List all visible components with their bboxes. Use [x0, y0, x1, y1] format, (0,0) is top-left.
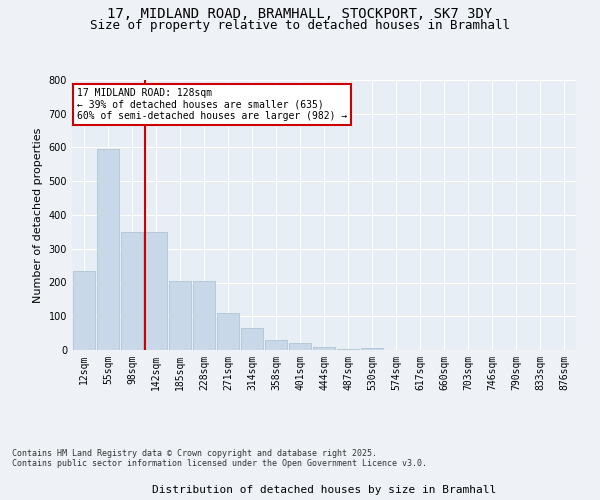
Bar [169, 281, 191, 350]
Text: Size of property relative to detached houses in Bramhall: Size of property relative to detached ho… [90, 19, 510, 32]
Text: Distribution of detached houses by size in Bramhall: Distribution of detached houses by size … [152, 485, 496, 495]
Text: Contains HM Land Registry data © Crown copyright and database right 2025.: Contains HM Land Registry data © Crown c… [12, 448, 377, 458]
Bar [145, 232, 167, 350]
Bar [121, 232, 143, 350]
Text: 17, MIDLAND ROAD, BRAMHALL, STOCKPORT, SK7 3DY: 17, MIDLAND ROAD, BRAMHALL, STOCKPORT, S… [107, 8, 493, 22]
Bar [241, 328, 263, 350]
Bar [265, 340, 287, 350]
Bar [97, 149, 119, 350]
Bar [361, 348, 383, 350]
Text: Contains public sector information licensed under the Open Government Licence v3: Contains public sector information licen… [12, 458, 427, 468]
Bar [313, 348, 335, 350]
Y-axis label: Number of detached properties: Number of detached properties [33, 128, 43, 302]
Bar [217, 313, 239, 350]
Text: 17 MIDLAND ROAD: 128sqm
← 39% of detached houses are smaller (635)
60% of semi-d: 17 MIDLAND ROAD: 128sqm ← 39% of detache… [77, 88, 347, 122]
Bar [193, 281, 215, 350]
Bar [73, 270, 95, 350]
Bar [289, 343, 311, 350]
